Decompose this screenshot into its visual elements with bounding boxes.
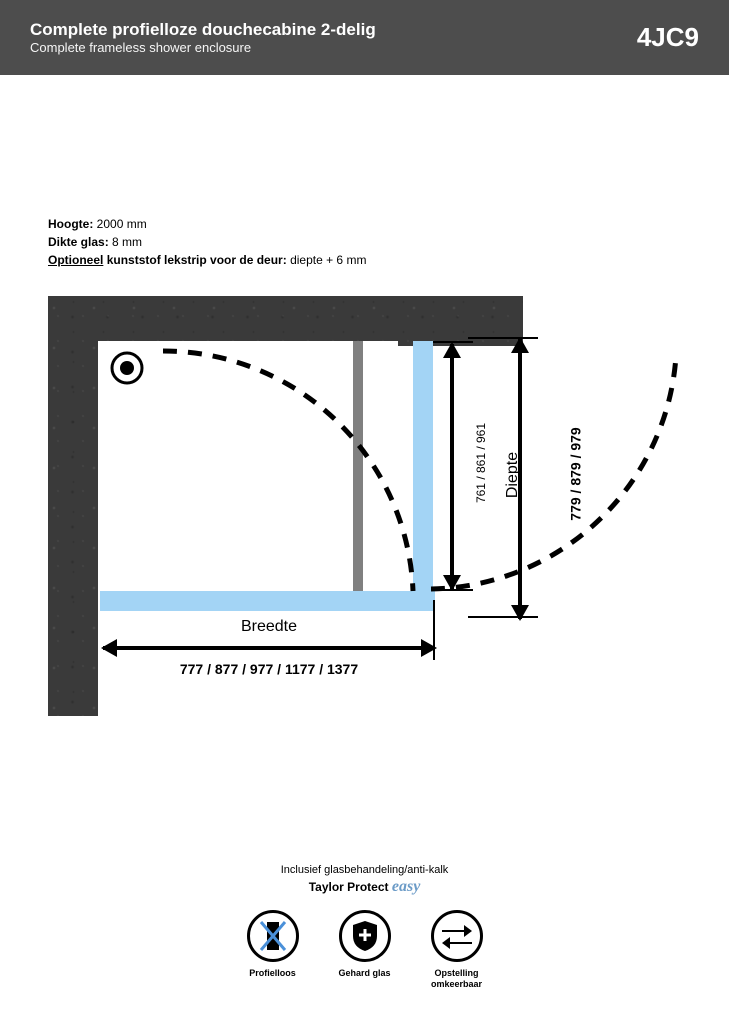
- spec-height-label: Hoogte:: [48, 217, 93, 231]
- width-arrow: [103, 646, 435, 650]
- spec-optional: Optioneel kunststof lekstrip voor de deu…: [48, 251, 729, 269]
- spec-block: Hoogte: 2000 mm Dikte glas: 8 mm Optione…: [48, 215, 729, 269]
- feature-frameless: Profielloos: [238, 910, 308, 990]
- depth-inner-arrow: [450, 344, 454, 589]
- spec-glass-value: 8 mm: [112, 235, 142, 249]
- spec-glass: Dikte glas: 8 mm: [48, 233, 729, 251]
- tempered-glass-icon: [339, 910, 391, 962]
- footer-inclusive-text: Inclusief glasbehandeling/anti-kalk: [0, 864, 729, 876]
- spec-height-value: 2000 mm: [97, 217, 147, 231]
- reversible-icon: [431, 910, 483, 962]
- tempered-label: Gehard glas: [338, 968, 390, 979]
- brand-suffix: easy: [392, 878, 420, 895]
- spec-height: Hoogte: 2000 mm: [48, 215, 729, 233]
- width-label: Breedte: [103, 618, 435, 636]
- footer-brand: Taylor Protect easy: [0, 878, 729, 896]
- feature-tempered: Gehard glas: [330, 910, 400, 990]
- reversible-label: Opstelling omkeerbaar: [422, 968, 492, 990]
- model-code: 4JC9: [637, 22, 699, 53]
- header-titles: Complete profielloze douchecabine 2-deli…: [30, 20, 376, 55]
- product-title-nl: Complete profielloze douchecabine 2-deli…: [30, 20, 376, 40]
- width-values: 777 / 877 / 977 / 1177 / 1377: [103, 661, 435, 677]
- brand-prefix: Taylor Protect: [309, 880, 389, 894]
- header-bar: Complete profielloze douchecabine 2-deli…: [0, 0, 729, 75]
- feature-icons-row: Profielloos Gehard glas Opstelling omkee…: [0, 910, 729, 990]
- depth-outer-label: Diepte: [504, 452, 522, 498]
- footer: Inclusief glasbehandeling/anti-kalk Tayl…: [0, 864, 729, 990]
- door-swing-outer-arc: [423, 336, 683, 596]
- feature-reversible: Opstelling omkeerbaar: [422, 910, 492, 990]
- spec-optional-value: diepte + 6 mm: [290, 253, 366, 267]
- plan-diagram: Breedte 777 / 877 / 977 / 1177 / 1377 76…: [48, 296, 688, 736]
- spec-glass-label: Dikte glas:: [48, 235, 109, 249]
- depth-outer-values: 779 / 879 / 979: [568, 427, 584, 520]
- frameless-icon: [247, 910, 299, 962]
- door-swing-inner-arc: [98, 341, 438, 601]
- product-title-en: Complete frameless shower enclosure: [30, 40, 376, 55]
- wall-left: [48, 296, 98, 716]
- spec-optional-label: Optioneel: [48, 253, 103, 267]
- spec-optional-desc: kunststof lekstrip voor de deur:: [107, 253, 287, 267]
- frameless-label: Profielloos: [249, 968, 296, 979]
- depth-inner-values: 761 / 861 / 961: [474, 423, 488, 503]
